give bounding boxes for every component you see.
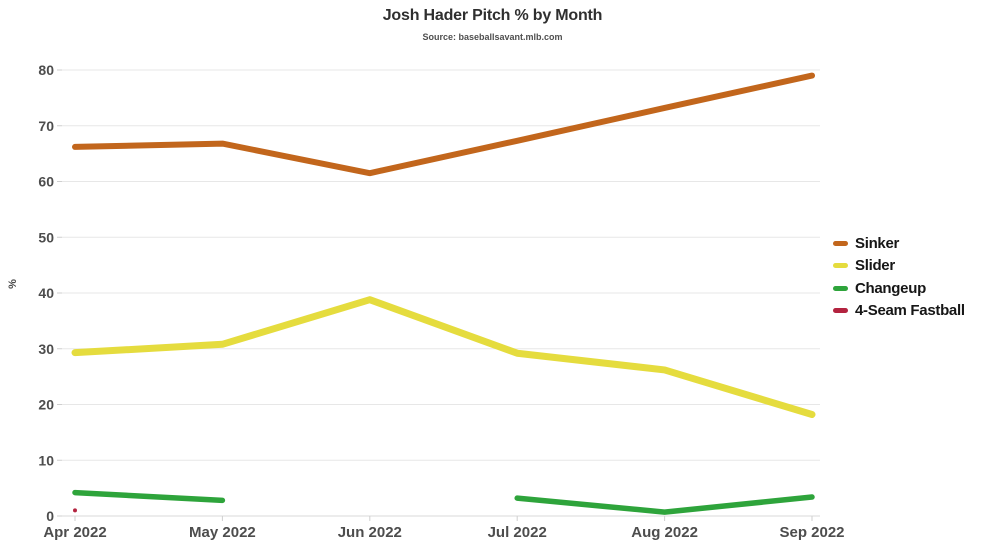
legend-item-4-seam-fastball: 4-Seam Fastball (833, 300, 965, 323)
legend-item-sinker: Sinker (833, 232, 965, 255)
legend-swatch-4-seam-fastball (833, 308, 848, 314)
y-tick-label-40: 40 (38, 285, 54, 301)
x-tick-label-apr-2022: Apr 2022 (43, 524, 106, 541)
series-line-changeup (514, 494, 815, 515)
x-tick-label-jun-2022: Jun 2022 (338, 524, 402, 541)
series-line-changeup (72, 489, 226, 504)
legend-label-slider: Slider (855, 257, 895, 275)
legend-label-sinker: Sinker (855, 234, 900, 252)
series-point-4-seam-fastball (73, 508, 77, 513)
series-line-sinker (72, 72, 815, 177)
y-tick-label-30: 30 (38, 341, 54, 357)
chart-title: Josh Hader Pitch % by Month (382, 7, 603, 24)
x-tick-label-jul-2022: Jul 2022 (488, 524, 547, 541)
series-line-slider (71, 296, 816, 419)
y-tick-label-10: 10 (38, 452, 54, 468)
y-tick-label-80: 80 (38, 62, 54, 78)
x-tick-label-aug-2022: Aug 2022 (631, 524, 698, 541)
legend-swatch-changeup (833, 285, 848, 291)
chart-subtitle: Source: baseballsavant.mlb.com (422, 32, 563, 42)
y-tick-label-50: 50 (38, 229, 54, 245)
legend-swatch-slider (833, 263, 848, 269)
x-tick-label-sep-2022: Sep 2022 (779, 524, 844, 541)
y-tick-label-0: 0 (46, 508, 54, 524)
x-tick-label-may-2022: May 2022 (189, 524, 256, 541)
legend-swatch-sinker (833, 240, 848, 246)
legend-label-changeup: Changeup (855, 279, 926, 297)
legend-label-4-seam-fastball: 4-Seam Fastball (855, 302, 965, 320)
legend-item-slider: Slider (833, 255, 965, 278)
y-tick-label-20: 20 (38, 397, 54, 413)
y-tick-label-60: 60 (38, 174, 54, 190)
legend-item-changeup: Changeup (833, 277, 965, 300)
y-tick-label-70: 70 (38, 118, 54, 134)
legend: Sinker Slider Changeup 4-Seam Fastball (833, 232, 965, 322)
